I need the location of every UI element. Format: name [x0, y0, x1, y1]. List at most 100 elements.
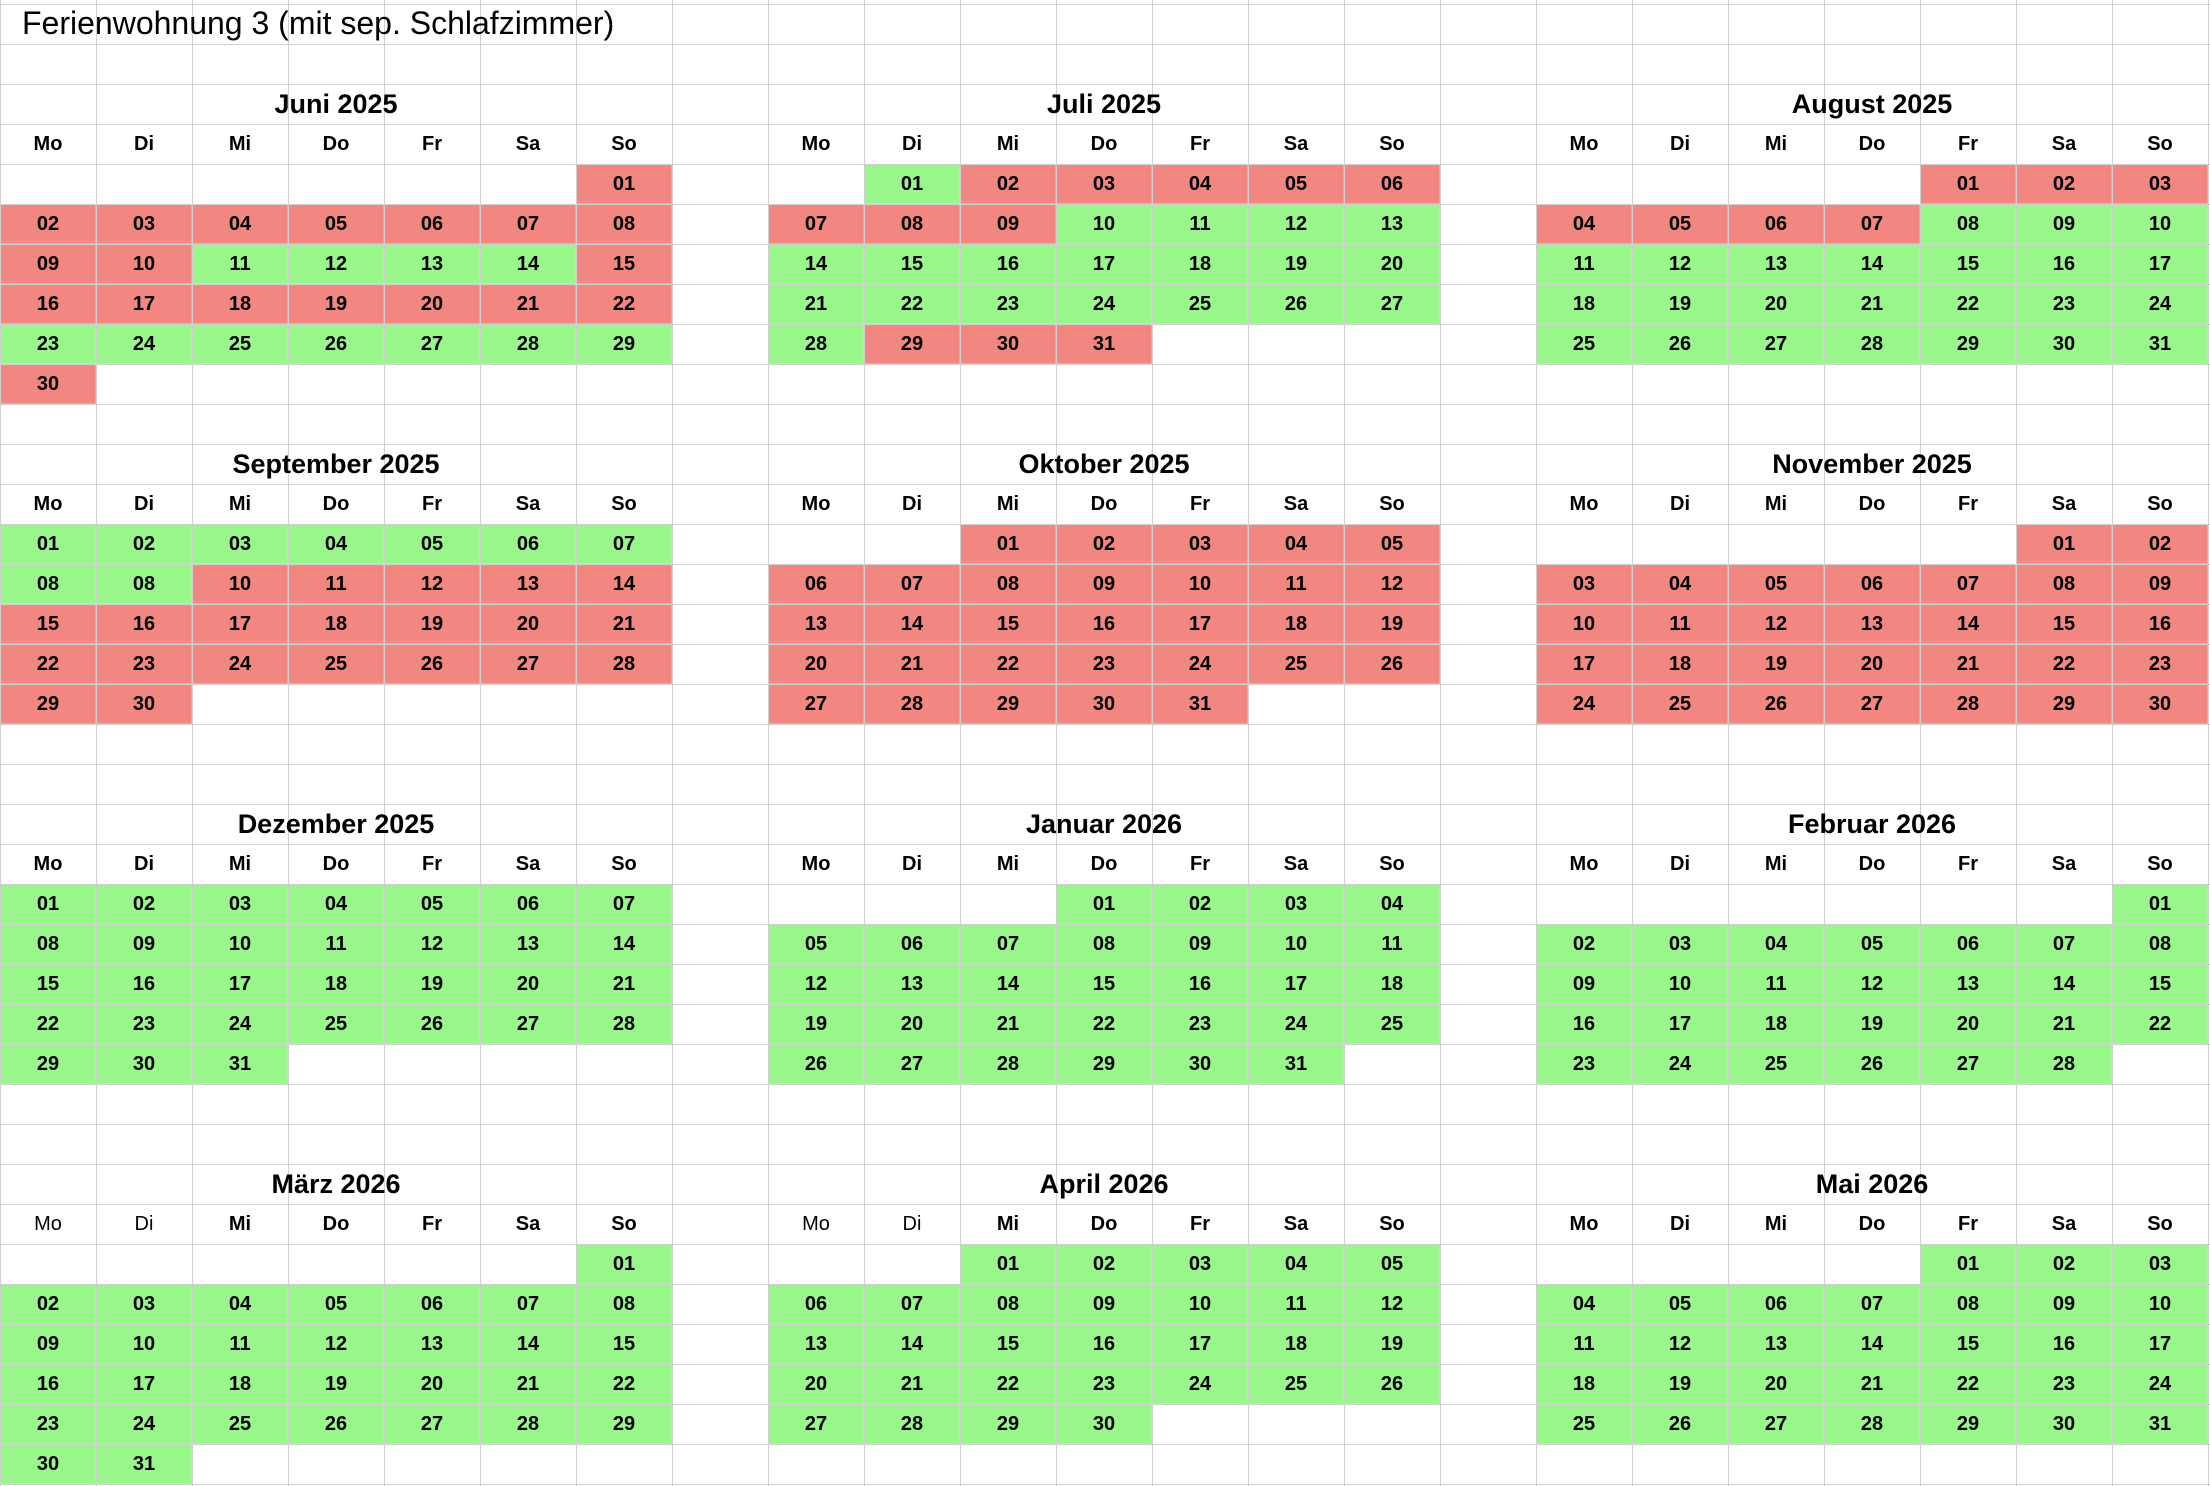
day-cell-booked[interactable]: 31: [1153, 685, 1248, 724]
day-cell-booked[interactable]: 24: [1537, 685, 1632, 724]
day-cell-booked[interactable]: 01: [2017, 525, 2112, 564]
day-cell-booked[interactable]: 20: [481, 605, 576, 644]
day-cell-available[interactable]: 29: [1057, 1045, 1152, 1084]
day-cell-available[interactable]: 19: [1633, 1365, 1728, 1404]
weekday-header[interactable]: Fr: [1958, 132, 1978, 155]
weekday-header[interactable]: So: [611, 132, 637, 155]
weekday-header[interactable]: Mi: [996, 132, 1020, 155]
day-cell-booked[interactable]: 08: [2017, 565, 2112, 604]
day-cell-available[interactable]: 05: [769, 925, 864, 964]
day-cell-booked[interactable]: 03: [1057, 165, 1152, 204]
day-cell-available[interactable]: 08: [577, 1285, 672, 1324]
day-cell-available[interactable]: 20: [1729, 285, 1824, 324]
weekday-header[interactable]: Do: [322, 852, 350, 875]
weekday-header[interactable]: Fr: [422, 1212, 442, 1235]
day-cell-available[interactable]: 19: [1825, 1005, 1920, 1044]
weekday-header[interactable]: Mi: [996, 852, 1020, 875]
day-cell-available[interactable]: 07: [1825, 1285, 1920, 1324]
day-cell-available[interactable]: 31: [97, 1445, 192, 1484]
weekday-header[interactable]: So: [611, 852, 637, 875]
weekday-header[interactable]: So: [2147, 132, 2173, 155]
weekday-header[interactable]: Mo: [33, 852, 63, 875]
day-cell-available[interactable]: 13: [1729, 1325, 1824, 1364]
day-cell-booked[interactable]: 04: [1537, 205, 1632, 244]
day-cell-available[interactable]: 27: [1921, 1045, 2016, 1084]
day-cell-booked[interactable]: 07: [481, 205, 576, 244]
day-cell-available[interactable]: 03: [193, 885, 288, 924]
day-cell-available[interactable]: 18: [1249, 1325, 1344, 1364]
day-cell-available[interactable]: 07: [577, 885, 672, 924]
day-cell-booked[interactable]: 27: [1825, 685, 1920, 724]
day-cell-available[interactable]: 24: [1249, 1005, 1344, 1044]
day-cell-available[interactable]: 26: [1345, 1365, 1440, 1404]
day-cell-booked[interactable]: 20: [385, 285, 480, 324]
month-title[interactable]: Mai 2026: [1815, 1168, 1929, 1199]
day-cell-available[interactable]: 15: [1, 965, 96, 1004]
day-cell-available[interactable]: 04: [289, 525, 384, 564]
day-cell-booked[interactable]: 15: [2017, 605, 2112, 644]
day-cell-booked[interactable]: 10: [97, 245, 192, 284]
day-cell-available[interactable]: 12: [769, 965, 864, 1004]
day-cell-available[interactable]: 01: [1921, 1245, 2016, 1284]
day-cell-booked[interactable]: 29: [865, 325, 960, 364]
day-cell-booked[interactable]: 18: [193, 285, 288, 324]
day-cell-available[interactable]: 27: [481, 1005, 576, 1044]
day-cell-booked[interactable]: 10: [1537, 605, 1632, 644]
weekday-header[interactable]: Do: [322, 132, 350, 155]
weekday-header[interactable]: So: [611, 492, 637, 515]
day-cell-available[interactable]: 07: [481, 1285, 576, 1324]
day-cell-available[interactable]: 19: [1633, 285, 1728, 324]
day-cell-available[interactable]: 28: [1825, 1405, 1920, 1444]
day-cell-booked[interactable]: 19: [289, 285, 384, 324]
day-cell-available[interactable]: 25: [1729, 1045, 1824, 1084]
weekday-header[interactable]: Di: [134, 1212, 154, 1235]
day-cell-available[interactable]: 27: [385, 1405, 480, 1444]
weekday-header[interactable]: Di: [902, 1212, 922, 1235]
day-cell-available[interactable]: 07: [2017, 925, 2112, 964]
day-cell-available[interactable]: 18: [1537, 285, 1632, 324]
day-cell-available[interactable]: 20: [385, 1365, 480, 1404]
weekday-header[interactable]: Do: [1858, 1212, 1886, 1235]
day-cell-available[interactable]: 21: [1825, 1365, 1920, 1404]
day-cell-booked[interactable]: 01: [577, 165, 672, 204]
day-cell-available[interactable]: 13: [865, 965, 960, 1004]
day-cell-available[interactable]: 01: [2113, 885, 2208, 924]
day-cell-booked[interactable]: 02: [1, 205, 96, 244]
day-cell-available[interactable]: 26: [1633, 1405, 1728, 1444]
day-cell-available[interactable]: 03: [97, 1285, 192, 1324]
weekday-header[interactable]: So: [2147, 852, 2173, 875]
day-cell-booked[interactable]: 08: [577, 205, 672, 244]
weekday-header[interactable]: Sa: [515, 492, 541, 515]
day-cell-booked[interactable]: 06: [1345, 165, 1440, 204]
day-cell-booked[interactable]: 14: [1921, 605, 2016, 644]
day-cell-available[interactable]: 29: [577, 325, 672, 364]
day-cell-booked[interactable]: 20: [1825, 645, 1920, 684]
day-cell-available[interactable]: 16: [97, 965, 192, 1004]
day-cell-booked[interactable]: 07: [1825, 205, 1920, 244]
day-cell-available[interactable]: 14: [1825, 245, 1920, 284]
weekday-header[interactable]: Mo: [801, 852, 831, 875]
day-cell-available[interactable]: 25: [193, 1405, 288, 1444]
day-cell-available[interactable]: 23: [1537, 1045, 1632, 1084]
day-cell-available[interactable]: 27: [865, 1045, 960, 1084]
day-cell-booked[interactable]: 16: [2113, 605, 2208, 644]
day-cell-available[interactable]: 23: [97, 1005, 192, 1044]
month-title[interactable]: Juli 2025: [1046, 88, 1162, 119]
day-cell-available[interactable]: 18: [1729, 1005, 1824, 1044]
day-cell-booked[interactable]: 22: [577, 285, 672, 324]
day-cell-available[interactable]: 14: [2017, 965, 2112, 1004]
day-cell-booked[interactable]: 11: [1633, 605, 1728, 644]
day-cell-available[interactable]: 09: [2017, 205, 2112, 244]
weekday-header[interactable]: Mo: [1569, 1212, 1599, 1235]
day-cell-available[interactable]: 16: [2017, 1325, 2112, 1364]
month-title[interactable]: Februar 2026: [1787, 808, 1957, 839]
weekday-header[interactable]: Fr: [1190, 492, 1210, 515]
day-cell-available[interactable]: 08: [1057, 925, 1152, 964]
day-cell-available[interactable]: 19: [769, 1005, 864, 1044]
day-cell-booked[interactable]: 18: [1633, 645, 1728, 684]
day-cell-booked[interactable]: 24: [193, 645, 288, 684]
day-cell-available[interactable]: 29: [961, 1405, 1056, 1444]
day-cell-available[interactable]: 23: [1057, 1365, 1152, 1404]
day-cell-booked[interactable]: 07: [865, 565, 960, 604]
weekday-header[interactable]: Sa: [515, 1212, 541, 1235]
